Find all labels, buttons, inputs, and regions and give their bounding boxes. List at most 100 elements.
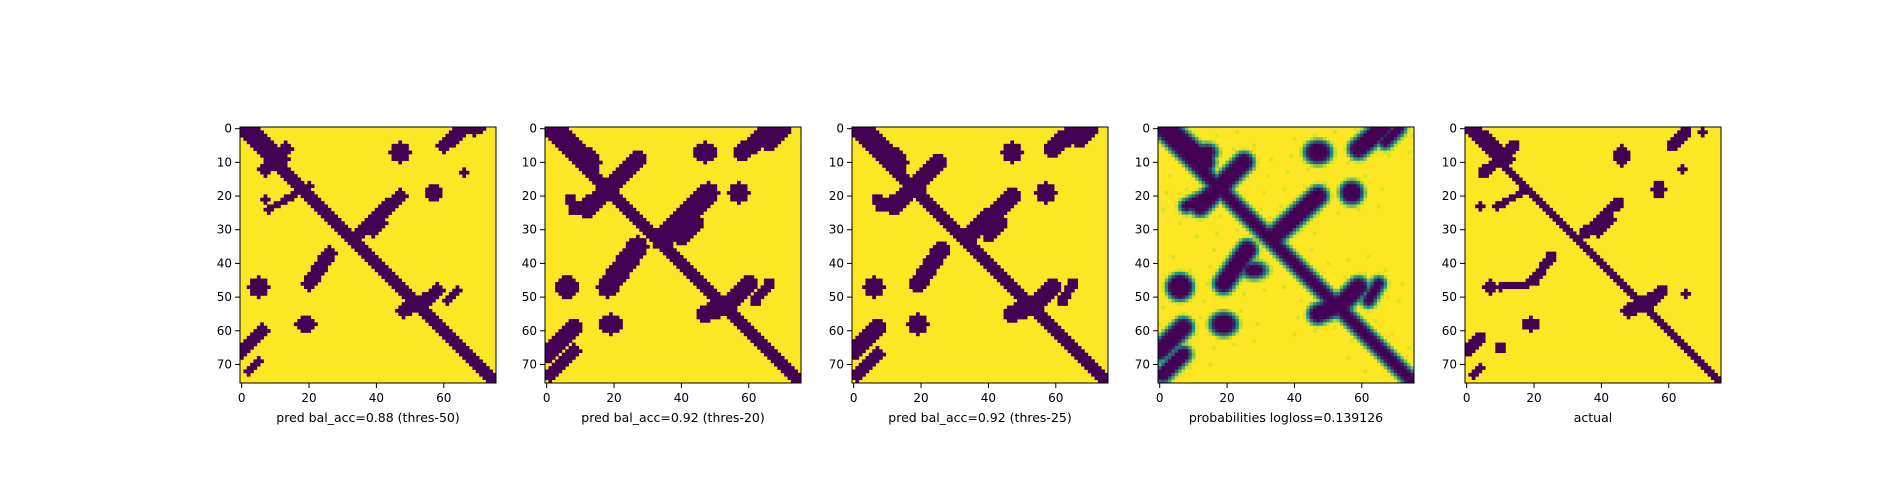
heatmap-cell: [747, 147, 751, 151]
heatmap-cell: [706, 285, 711, 290]
heatmap-cell: [357, 231, 362, 236]
heatmap-cell: [598, 288, 603, 293]
heatmap-cell: [575, 285, 580, 290]
heatmap-cell: [364, 251, 369, 256]
heatmap-cell: [763, 281, 768, 286]
heatmap-cell: [926, 194, 930, 199]
heatmap-cell: [699, 184, 704, 188]
heatmap-cell: [602, 184, 606, 188]
heatmap-cell: [1215, 157, 1219, 162]
heatmap-cell: [1390, 147, 1395, 151]
heatmap-cell: [757, 130, 761, 135]
heatmap-cell: [571, 150, 576, 155]
heatmap-cell: [561, 335, 566, 340]
heatmap-cell: [374, 255, 379, 259]
heatmap-cell: [1211, 150, 1216, 155]
heatmap-cell: [1000, 281, 1004, 286]
heatmap-cell: [922, 177, 927, 182]
heatmap-cell: [1208, 285, 1213, 290]
x-tick-label: 60: [436, 391, 451, 405]
heatmap-cell: [1242, 224, 1246, 229]
heatmap-cell: [862, 345, 866, 350]
heatmap-cell: [916, 194, 920, 199]
heatmap-cell: [612, 177, 617, 182]
heatmap-cell: [706, 191, 711, 195]
heatmap-cell: [280, 150, 285, 155]
heatmap-cell: [571, 325, 576, 330]
heatmap-cell: [865, 366, 870, 370]
heatmap-cell: [384, 207, 389, 212]
heatmap-cell: [1356, 153, 1361, 158]
heatmap-cell: [1286, 268, 1290, 273]
heatmap-cell: [919, 174, 924, 178]
heatmap-cell: [622, 177, 627, 182]
heatmap-cell: [1158, 143, 1162, 148]
heatmap-cell: [699, 217, 704, 222]
heatmap-cell: [273, 157, 278, 162]
heatmap-cell: [401, 194, 406, 199]
heatmap-cell: [885, 147, 890, 151]
heatmap-cell: [993, 228, 998, 232]
heatmap-cell: [1350, 153, 1354, 158]
heatmap-cell: [1309, 211, 1314, 215]
heatmap-cell: [1215, 177, 1219, 182]
heatmap-cell: [976, 224, 981, 229]
heatmap-cell: [1302, 140, 1307, 145]
heatmap-cell: [696, 191, 701, 195]
heatmap-cell: [990, 261, 994, 266]
heatmap-cell: [767, 140, 772, 145]
heatmap-cell: [1296, 278, 1300, 283]
heatmap-cell: [1353, 153, 1358, 158]
heatmap-cell: [260, 133, 264, 138]
heatmap-cell: [939, 244, 944, 249]
heatmap-cell: [1087, 356, 1092, 360]
heatmap-cell: [263, 164, 268, 168]
heatmap-cell: [1228, 201, 1233, 205]
heatmap-cell: [662, 228, 667, 232]
heatmap-cell: [1272, 224, 1277, 229]
heatmap-cell: [246, 372, 251, 377]
heatmap-cell: [602, 288, 606, 293]
heatmap-cell: [391, 147, 396, 151]
heatmap-cell: [1181, 160, 1186, 165]
heatmap-cell: [317, 207, 322, 212]
heatmap-cell: [1353, 157, 1358, 162]
heatmap-cell: [1390, 140, 1395, 145]
heatmap-cell: [1218, 197, 1223, 202]
heatmap-cell: [1403, 130, 1408, 135]
heatmap-cell: [558, 345, 563, 350]
heatmap-cell: [330, 211, 335, 215]
heatmap-cell: [646, 224, 650, 229]
heatmap-cell: [270, 167, 275, 172]
heatmap-cell: [1248, 251, 1253, 256]
heatmap-cell: [1044, 184, 1048, 188]
heatmap-cell: [706, 184, 711, 188]
heatmap-cell: [1309, 147, 1314, 151]
heatmap-cell: [1017, 292, 1021, 296]
heatmap-cell: [1265, 174, 1270, 178]
heatmap-cell: [1164, 130, 1169, 135]
heatmap-cell: [679, 214, 684, 219]
heatmap-cell: [260, 170, 264, 175]
heatmap-cell: [1326, 153, 1331, 158]
heatmap-cell: [1279, 238, 1283, 242]
heatmap-cell: [428, 322, 433, 327]
heatmap-cell: [1242, 238, 1246, 242]
heatmap-cell: [615, 170, 620, 175]
heatmap-cell: [666, 221, 670, 226]
heatmap-cell: [1017, 285, 1021, 290]
heatmap-cell: [635, 255, 640, 259]
heatmap-cell: [310, 201, 315, 205]
heatmap-cell: [733, 288, 738, 293]
heatmap-cell: [1017, 315, 1021, 320]
heatmap-cell: [622, 160, 627, 165]
heatmap-cell: [448, 143, 453, 148]
heatmap-cell: [763, 349, 768, 354]
heatmap-cell: [394, 153, 399, 158]
heatmap-cell: [1164, 137, 1169, 141]
heatmap-cell: [270, 147, 275, 151]
heatmap-cell: [1171, 137, 1176, 141]
heatmap-cell: [1033, 308, 1038, 313]
heatmap-cell: [1390, 137, 1395, 141]
heatmap-cell: [1178, 157, 1182, 162]
